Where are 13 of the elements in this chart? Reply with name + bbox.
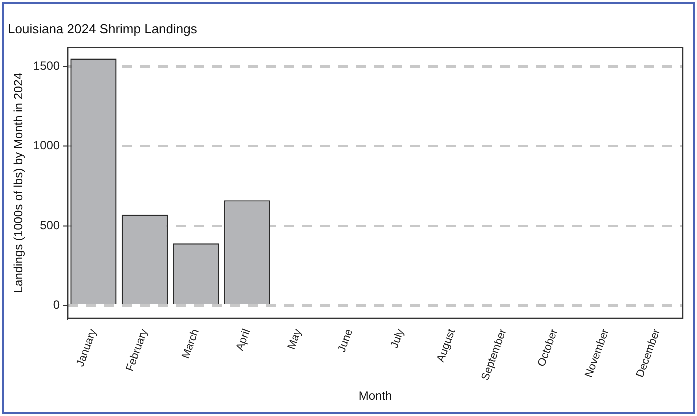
chart-title: Louisiana 2024 Shrimp Landings — [8, 21, 198, 36]
y-axis-title: Landings (1000s of lbs) by Month in 2024 — [12, 72, 26, 294]
x-tick-label: April — [234, 328, 254, 352]
x-tick-label: May — [286, 327, 305, 352]
y-tick-label: 1000 — [33, 138, 60, 153]
x-tick-label: March — [180, 328, 202, 361]
x-tick-label: July — [388, 327, 408, 350]
x-tick-label: June — [336, 328, 356, 354]
x-axis-title: Month — [358, 389, 392, 404]
y-tick-label: 0 — [53, 298, 60, 312]
y-tick-label: 500 — [40, 218, 60, 232]
y-tick-label: 1500 — [33, 59, 60, 74]
x-tick-label: August — [435, 328, 458, 364]
